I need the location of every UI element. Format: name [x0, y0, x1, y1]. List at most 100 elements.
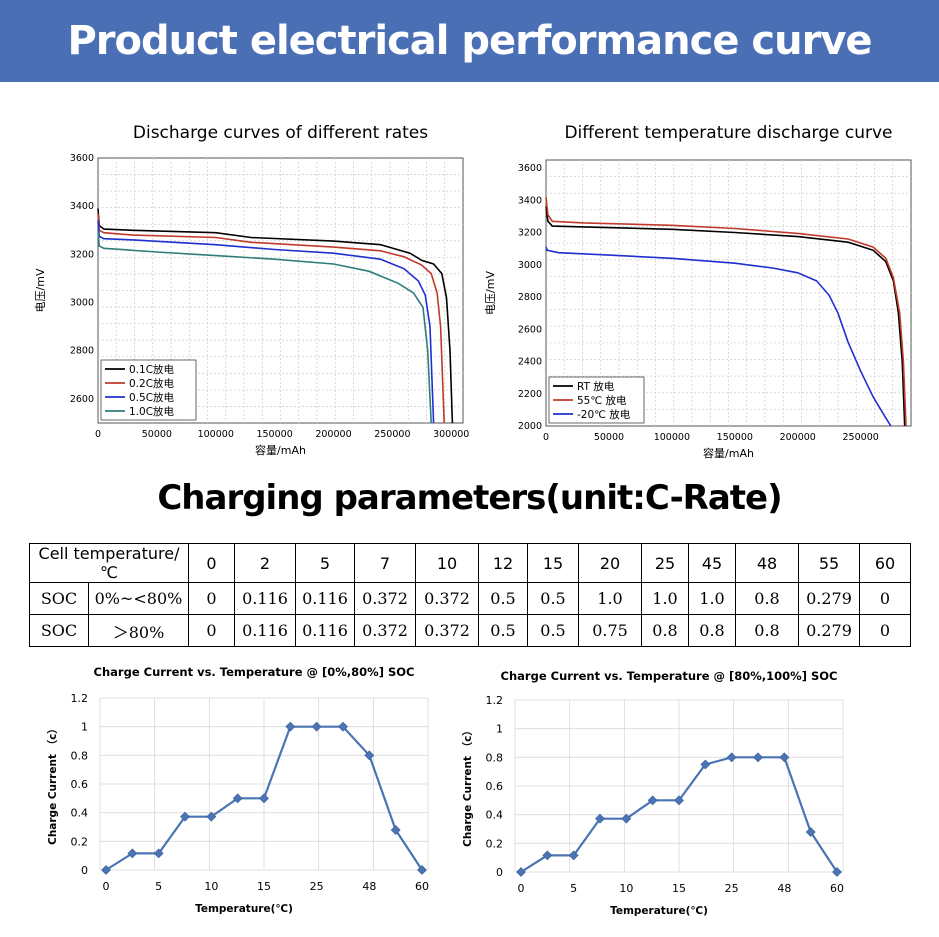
data-point: [101, 865, 111, 875]
data-point: [542, 850, 553, 861]
series-line: [97, 213, 445, 424]
y-tick-label: 0.6: [486, 780, 504, 793]
data-point: [568, 850, 579, 861]
y-tick-label: 2400: [518, 357, 542, 368]
x-tick-label: 50000: [142, 429, 172, 440]
table-cell: 0.8: [688, 614, 736, 647]
y-tick-label: 3600: [70, 153, 94, 164]
row-range: 0%~<80%: [88, 582, 189, 615]
x-tick-label: 150000: [256, 429, 292, 440]
header-cell: 45: [688, 543, 736, 583]
x-tick-label: 0: [95, 429, 101, 440]
y-tick-label: 3400: [70, 201, 94, 212]
x-tick-label: 10: [619, 882, 633, 895]
data-point: [621, 813, 632, 824]
data-point: [180, 811, 190, 822]
series-line: [97, 208, 454, 424]
data-point: [726, 752, 737, 763]
header-cell: 7: [354, 543, 416, 583]
table-cell: 0: [188, 582, 235, 615]
y-axis-label: Charge Current （c）: [461, 725, 474, 847]
y-tick-label: 0: [496, 866, 503, 879]
y-axis-label: 电压/mV: [34, 268, 47, 312]
x-tick-label: 5: [155, 880, 162, 893]
data-point: [674, 795, 684, 806]
legend-label: 0.1C放电: [129, 363, 175, 376]
data-point: [805, 827, 816, 837]
charging-params-title: Charging parameters(unit:C-Rate): [157, 478, 782, 518]
y-tick-label: 0.4: [71, 807, 89, 820]
y-tick-label: 2000: [518, 421, 542, 432]
table-cell: 0.116: [295, 614, 355, 647]
header-cell-label: Cell temperature/℃: [29, 543, 189, 583]
y-tick-label: 2800: [70, 346, 94, 357]
y-axis-label: Charge Current （c）: [46, 723, 59, 845]
y-tick-label: 0: [81, 864, 88, 877]
data-point: [753, 752, 763, 763]
series-line: [545, 197, 907, 427]
x-tick-label: 15: [257, 880, 271, 893]
table-cell: 0.5: [478, 582, 528, 615]
x-axis-label: Temperature(℃): [195, 903, 293, 915]
data-point: [516, 867, 526, 877]
x-tick-label: 100000: [198, 429, 234, 440]
series-line: [545, 246, 892, 427]
header-cell: 25: [641, 543, 689, 583]
header-cell: 48: [735, 543, 799, 583]
chart-title: Charge Current vs. Temperature @ [80%,10…: [501, 669, 838, 683]
data-point: [232, 793, 243, 804]
data-point: [417, 865, 427, 875]
data-point: [832, 867, 842, 877]
x-tick-label: 300000: [433, 429, 469, 440]
table-cell: 1.0: [688, 582, 736, 615]
header-cell: 10: [415, 543, 479, 583]
x-tick-label: 25: [725, 882, 739, 895]
x-tick-label: 25: [310, 880, 324, 893]
data-point: [153, 848, 164, 859]
y-tick-label: 1: [496, 723, 503, 736]
y-tick-label: 0.8: [486, 751, 504, 764]
data-point: [259, 793, 269, 804]
table-cell: 0: [859, 582, 911, 615]
charging-params-table: Cell temperature/℃ 0 2 5 7 10 12 15 20 2…: [29, 543, 911, 647]
row-label: SOC: [29, 582, 89, 615]
x-tick-label: 250000: [374, 429, 410, 440]
x-tick-label: 150000: [717, 432, 753, 443]
x-tick-label: 48: [362, 880, 376, 893]
temperature-discharge-chart: Different temperature discharge curve 0 50…: [484, 123, 912, 460]
series-line: [545, 206, 906, 427]
table-cell: 0.116: [234, 582, 296, 615]
data-point: [595, 813, 605, 824]
data-point: [311, 721, 322, 732]
x-tick-label: 60: [830, 882, 844, 895]
y-tick-label: 3400: [518, 195, 542, 206]
table-cell: 0: [188, 614, 235, 647]
x-tick-label: 5: [570, 882, 577, 895]
y-tick-label: 3000: [518, 260, 542, 271]
header-cell: 15: [527, 543, 579, 583]
discharge-rates-chart: Discharge curves of different rates 0 5000…: [34, 123, 469, 457]
table-cell: 0.5: [527, 614, 579, 647]
x-tick-label: 48: [777, 882, 791, 895]
x-tick-label: 250000: [843, 432, 879, 443]
data-point: [285, 721, 296, 732]
table-cell: 0.372: [415, 614, 479, 647]
y-tick-label: 3200: [518, 228, 542, 239]
table-cell: 0: [859, 614, 911, 647]
y-tick-label: 0.4: [486, 809, 504, 822]
header-cell: 2: [234, 543, 296, 583]
table-row: SOC ＞80% 0 0.116 0.116 0.372 0.372 0.5 0…: [29, 614, 911, 647]
y-tick-label: 0.2: [71, 835, 89, 848]
data-point: [206, 811, 217, 822]
table-cell: 0.8: [641, 614, 689, 647]
data-point: [700, 759, 711, 770]
y-tick-label: 0.2: [486, 837, 504, 850]
y-tick-label: 1: [81, 721, 88, 734]
y-tick-label: 2600: [518, 324, 542, 335]
x-tick-label: 0: [103, 880, 110, 893]
x-tick-label: 60: [415, 880, 429, 893]
table-cell: 0.116: [295, 582, 355, 615]
data-point: [364, 750, 375, 761]
x-tick-label: 200000: [315, 429, 351, 440]
chart-title: Different temperature discharge curve: [564, 123, 892, 143]
